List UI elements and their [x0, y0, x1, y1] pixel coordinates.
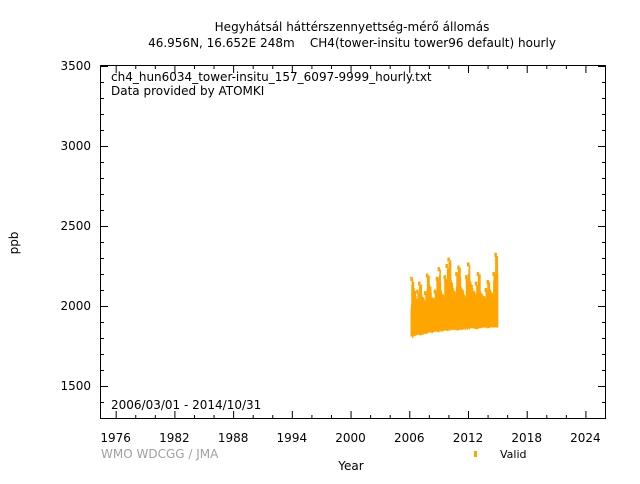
data-point	[482, 296, 486, 300]
y-tick-label: 2500	[60, 219, 91, 233]
data-point	[461, 289, 464, 294]
data-point	[468, 281, 472, 286]
legend: Valid	[474, 448, 527, 461]
data-point	[412, 288, 415, 292]
data-point	[457, 265, 460, 270]
data-point	[453, 291, 456, 296]
x-tick-label: 2018	[511, 431, 542, 445]
data-point	[418, 281, 421, 286]
x-tick-label: 2000	[335, 431, 366, 445]
data-point	[466, 262, 470, 267]
x-tick-label: 1976	[100, 431, 131, 445]
y-tick-label: 2000	[60, 299, 91, 313]
provider-annotation: Data provided by ATOMKI	[111, 84, 264, 98]
y-tick-label: 3000	[60, 139, 91, 153]
data-point	[476, 272, 480, 276]
plot-area	[410, 252, 499, 338]
data-point	[486, 280, 490, 284]
data-point	[435, 276, 439, 281]
data-point	[437, 267, 441, 272]
data-point	[470, 288, 474, 292]
data-point	[455, 272, 458, 276]
data-point	[459, 286, 462, 291]
legend-label: Valid	[500, 448, 527, 461]
data-point	[414, 296, 417, 300]
data-point	[478, 291, 482, 296]
y-axis-label: ppb	[7, 232, 21, 255]
x-axis-label: Year	[337, 459, 363, 473]
data-point	[472, 291, 476, 296]
data-point	[425, 273, 429, 278]
data-point	[441, 294, 445, 299]
data-point	[416, 289, 419, 294]
data-point	[420, 294, 423, 299]
data-point	[463, 296, 466, 300]
data-point	[465, 275, 468, 280]
data-point	[447, 257, 450, 262]
data-point	[484, 288, 488, 292]
x-tick-label: 2012	[453, 431, 484, 445]
data-point	[449, 280, 452, 284]
data-point	[494, 252, 497, 257]
x-tick-label: 2006	[394, 431, 425, 445]
x-tick-label: 1994	[277, 431, 308, 445]
plot-frame	[100, 65, 606, 419]
data-point	[439, 291, 443, 296]
data-point	[433, 289, 437, 294]
data-point	[431, 297, 435, 302]
data-point	[421, 297, 425, 302]
data-point	[427, 284, 431, 289]
data-point	[445, 264, 448, 268]
y-tick-label: 3500	[60, 59, 91, 73]
axes: 1500 2000 2500 3000 3500 1976 1982 1988 1994 2000…	[60, 59, 605, 445]
date-range-annotation: 2006/03/01 - 2014/10/31	[111, 398, 261, 412]
x-tick-label: 1988	[218, 431, 249, 445]
filename-annotation: ch4_hun6034_tower-insitu_157_6097-9999_h…	[111, 70, 432, 84]
data-point	[492, 272, 495, 276]
chart-subtitle: 46.956N, 16.652E 248m CH4(tower-insitu t…	[148, 36, 556, 50]
data-point	[429, 297, 433, 302]
credit-annotation: WMO WDCGG / JMA	[101, 447, 219, 461]
chart-title: Hegyhátsál háttérszennyettség-mérő állom…	[215, 20, 490, 34]
data-point	[474, 281, 478, 286]
data-point	[423, 291, 427, 296]
data-point	[488, 289, 492, 294]
data-point	[490, 292, 493, 297]
legend-marker	[474, 451, 477, 457]
data-point	[480, 294, 484, 299]
x-tick-label: 2024	[570, 431, 601, 445]
data-point	[410, 276, 413, 281]
data-point	[451, 288, 454, 292]
y-tick-label: 1500	[60, 379, 91, 393]
x-tick-label: 1982	[159, 431, 190, 445]
data-point	[443, 275, 447, 280]
